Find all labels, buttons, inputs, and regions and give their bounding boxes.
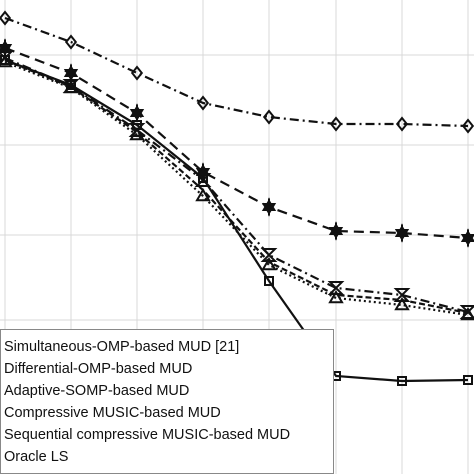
series-line [4, 46, 469, 240]
marker [328, 290, 344, 304]
marker [397, 376, 407, 386]
marker [260, 248, 278, 262]
legend-label: Compressive MUSIC-based MUD [4, 405, 221, 421]
marker [327, 281, 345, 295]
marker [0, 55, 10, 65]
marker [63, 63, 79, 83]
marker [329, 116, 343, 132]
marker [198, 173, 208, 183]
legend-box [0, 329, 334, 474]
marker [262, 109, 276, 125]
legend-label: Adaptive-SOMP-based MUD [4, 383, 189, 399]
marker [461, 118, 474, 134]
series-line [4, 60, 469, 317]
marker [463, 375, 473, 385]
legend-label: Oracle LS [4, 449, 68, 465]
marker [460, 228, 474, 248]
marker [394, 223, 410, 243]
marker [66, 80, 76, 90]
legend-label: Sequential compressive MUSIC-based MUD [4, 427, 290, 443]
marker [328, 221, 344, 241]
series-line [4, 56, 469, 314]
series-line [4, 16, 469, 128]
marker [64, 34, 78, 50]
series-line [4, 58, 469, 383]
marker [130, 65, 144, 81]
marker [264, 276, 274, 286]
legend-label: Differential-OMP-based MUD [4, 361, 192, 377]
series-line [4, 58, 469, 315]
marker [0, 10, 12, 26]
marker [196, 95, 210, 111]
marker [394, 297, 410, 311]
legend-label: Simultaneous-OMP-based MUD [21] [4, 339, 239, 355]
marker [261, 197, 277, 217]
marker [129, 103, 145, 123]
marker [132, 120, 142, 130]
marker [393, 288, 411, 302]
legend: Simultaneous-OMP-based MUD [21] Different… [0, 329, 334, 474]
marker [195, 188, 211, 202]
marker [460, 307, 474, 321]
marker [261, 257, 277, 271]
marker [395, 116, 409, 132]
